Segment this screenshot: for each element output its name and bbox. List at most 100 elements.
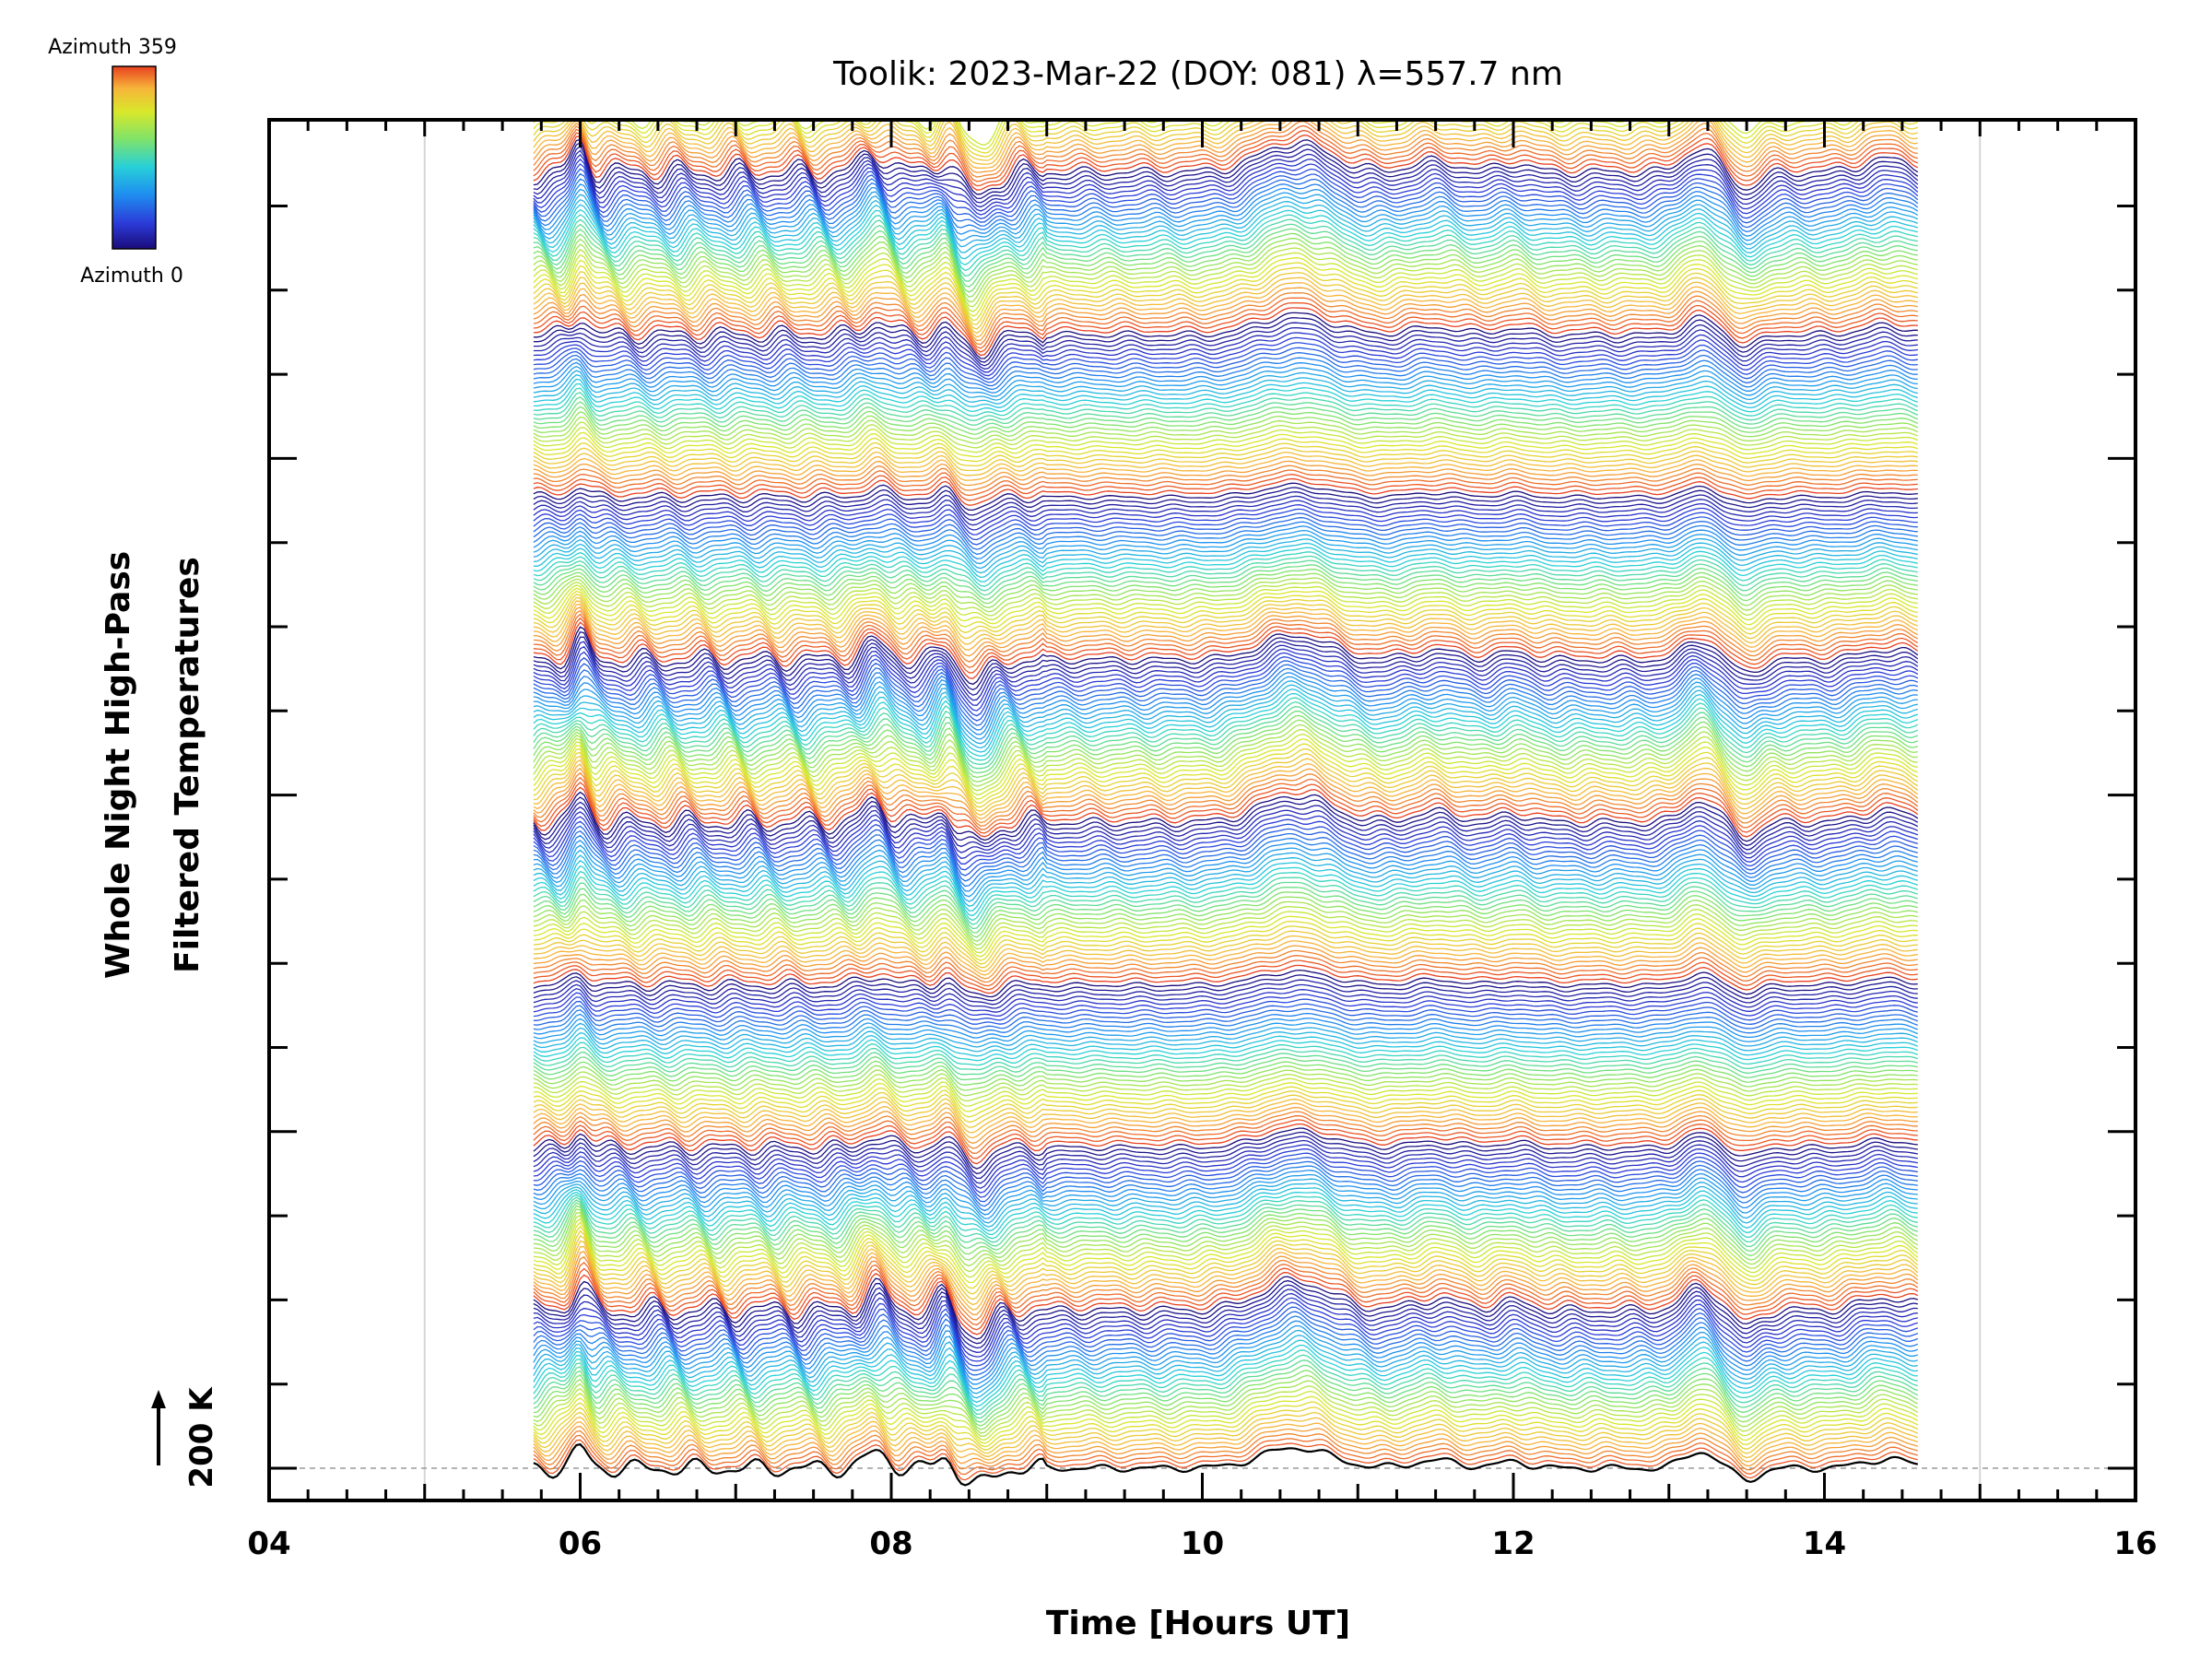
- trace-line: [533, 322, 1918, 367]
- trace-line: [533, 1324, 1918, 1390]
- trace-line: [533, 521, 1918, 555]
- trace-line: [533, 1037, 1919, 1062]
- trace-line: [533, 421, 1919, 449]
- trace-line: [533, 1251, 1919, 1315]
- trace-line: [533, 811, 1919, 860]
- trace-line: [533, 771, 1919, 827]
- trace-line: [533, 1370, 1919, 1427]
- trace-line: [533, 590, 1918, 630]
- trace-line: [533, 326, 1918, 371]
- trace-line: [533, 487, 1918, 516]
- trace-line: [533, 120, 1918, 173]
- trace-line: [533, 1027, 1919, 1053]
- trace-line: [533, 906, 1918, 950]
- trace-line: [533, 120, 1911, 150]
- trace-line: [533, 572, 1918, 608]
- trace-line: [533, 613, 1919, 668]
- trace-line: [533, 877, 1919, 925]
- trace-line: [533, 312, 1918, 359]
- trace-line: [533, 392, 1919, 422]
- trace-line: [533, 621, 1919, 679]
- trace-line: [533, 1144, 1918, 1189]
- trace-line: [533, 816, 1919, 865]
- trace-line: [533, 992, 1918, 1018]
- trace-line: [533, 529, 1918, 565]
- trace-line: [533, 684, 1918, 749]
- trace-line: [533, 504, 1918, 535]
- trace-line: [533, 1074, 1918, 1102]
- trace-line: [533, 1139, 1918, 1184]
- trace-line: [533, 1196, 1918, 1243]
- x-tick-label: 14: [1803, 1525, 1846, 1562]
- trace-line: [533, 786, 1919, 838]
- trace-line: [533, 714, 1918, 779]
- trace-line: [533, 825, 1918, 877]
- trace-line: [533, 474, 1918, 501]
- trace-line: [533, 1225, 1919, 1289]
- trace-line: [533, 1349, 1918, 1411]
- trace-line: [533, 782, 1919, 834]
- trace-line: [533, 477, 1918, 506]
- trace-line: [533, 920, 1918, 961]
- trace-line: [533, 776, 1919, 830]
- trace-line: [533, 1055, 1918, 1081]
- trace-line: [533, 1182, 1918, 1228]
- trace-line: [533, 1234, 1919, 1300]
- trace-line: [533, 1178, 1918, 1224]
- trace-line: [533, 1090, 1918, 1124]
- trace-line: [533, 1395, 1919, 1444]
- trace-line: [533, 974, 1918, 1002]
- trace-line: [533, 542, 1918, 579]
- trace-line: [533, 651, 1919, 712]
- trace-line: [533, 870, 1918, 922]
- trace-line: [533, 146, 1919, 204]
- trace-line: [533, 996, 1918, 1021]
- trace-line: [533, 801, 1919, 851]
- trace-line: [533, 1041, 1919, 1066]
- trace-line: [533, 142, 1919, 200]
- x-tick-labels: 04 06 08 10 12 14 16: [247, 1525, 2157, 1562]
- trace-line: [533, 1240, 1919, 1306]
- trace-line: [533, 1380, 1919, 1434]
- trace-line: [533, 455, 1918, 481]
- trace-line: [533, 204, 1919, 260]
- trace-line: [533, 1106, 1918, 1145]
- trace-line: [533, 660, 1919, 722]
- trace-line: [533, 332, 1918, 373]
- trace-line: [533, 232, 1918, 293]
- scale-bar-label: 200 K: [183, 1386, 220, 1488]
- trace-line: [533, 656, 1919, 717]
- trace-line: [533, 1199, 1918, 1248]
- trace-line: [533, 1127, 1918, 1170]
- trace-line: [533, 840, 1918, 892]
- trace-line: [533, 247, 1918, 308]
- trace-line: [533, 955, 1918, 987]
- trace-line: [533, 347, 1918, 383]
- trace-line: [533, 630, 1919, 691]
- trace-line: [533, 600, 1919, 645]
- trace-line: [533, 1390, 1919, 1441]
- trace-line: [533, 525, 1918, 559]
- trace-line: [533, 378, 1918, 409]
- trace-line: [533, 1385, 1919, 1437]
- x-gridlines: [423, 120, 1982, 1500]
- x-tick-label: 10: [1181, 1525, 1224, 1562]
- trace-line: [533, 120, 1919, 158]
- trace-line: [533, 149, 1919, 208]
- trace-line: [533, 940, 1918, 976]
- trace-line: [533, 1374, 1919, 1430]
- trace-line: [533, 969, 1918, 998]
- trace-line: [533, 1354, 1918, 1416]
- trace-line: [533, 672, 1918, 735]
- trace-line: [533, 129, 1919, 187]
- trace-line: [533, 1230, 1919, 1295]
- trace-line: [533, 1279, 1918, 1345]
- trace-line: [533, 1202, 1918, 1253]
- trace-line: [533, 964, 1918, 994]
- trace-line: [533, 172, 1919, 229]
- trace-line: [533, 925, 1918, 965]
- trace-line: [533, 1221, 1919, 1284]
- trace-line: [533, 1430, 1918, 1471]
- trace-line: [533, 1401, 1919, 1448]
- trace-line: [533, 734, 1918, 796]
